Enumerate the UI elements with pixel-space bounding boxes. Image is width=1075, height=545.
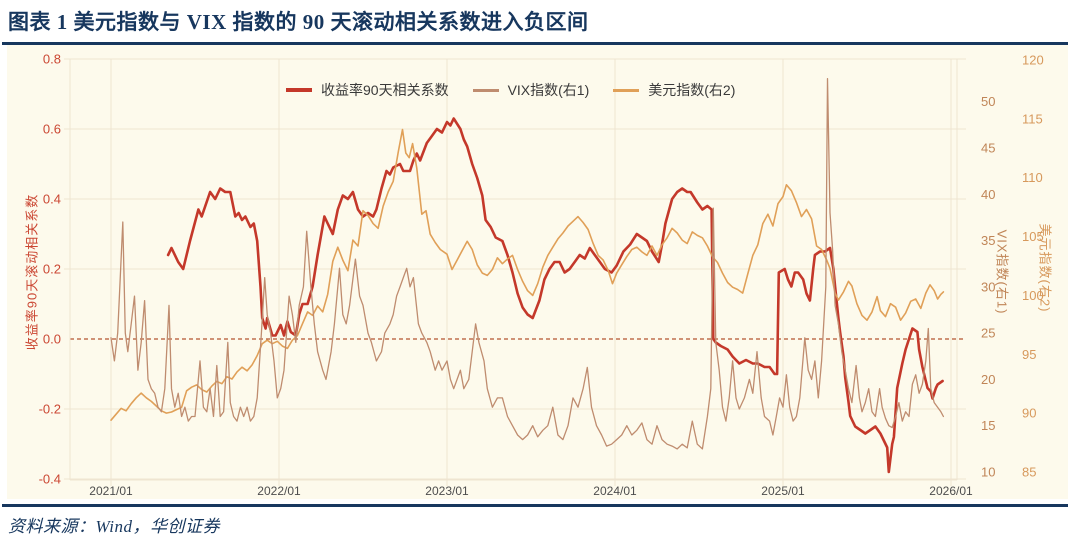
x-axis-tick-label: 2022/01 [257,484,301,498]
legend-item-usd: 美元指数(右2) [613,80,735,100]
chart-panel [7,45,1068,499]
left-axis-tick-label: -0.4 [39,472,61,487]
legend-label-usd: 美元指数(右2) [648,82,736,98]
vix-axis-tick-label: 40 [981,187,995,202]
vix-axis-tick-label: 45 [981,140,995,155]
vix-axis-tick-label: 35 [981,233,995,248]
x-axis-tick-label: 2023/01 [425,484,469,498]
usd-index-series-line [110,128,945,422]
left-axis-tick-label: 0.2 [43,262,61,277]
title-divider-rule [2,42,1068,45]
figure-title: 图表 1 美元指数与 VIX 指数的 90 天滚动相关系数进入负区间 [8,10,589,34]
legend-label-vix: VIX指数(右1) [507,82,590,98]
source-attribution: 资料来源：Wind，华创证券 [8,517,220,536]
chart-legend: 收益率90天相关系数 VIX指数(右1) 美元指数(右2) [286,80,735,100]
vix-axis-tick-label: 25 [981,326,995,341]
legend-item-correlation: 收益率90天相关系数 [286,80,449,100]
footer-divider-rule [2,504,1068,507]
vix-line-swatch-icon [472,88,499,92]
right-axis2-title: 美元指数(右2) [1037,223,1053,313]
left-axis-tick-label: 0.8 [43,52,61,67]
x-axis-tick-label: 2024/01 [593,484,637,498]
left-axis-tick-label: 0.0 [43,332,61,347]
usd-line-swatch-icon [613,88,640,92]
left-axis-tick-label: 0.6 [43,122,61,137]
right-axis1-title: VIX指数(右1) [994,229,1010,315]
vix-axis-tick-label: 20 [981,372,995,387]
vix-axis-tick-label: 30 [981,279,995,294]
left-axis-tick-label: 0.4 [43,192,61,207]
usd-axis-tick-label: 120 [1022,53,1044,68]
legend-item-vix: VIX指数(右1) [472,80,590,100]
vix-series-line [110,77,945,450]
x-axis-tick-label: 2026/01 [929,484,973,498]
legend-label-correlation: 收益率90天相关系数 [321,82,449,98]
usd-axis-tick-label: 110 [1022,170,1043,185]
left-axis-title: 收益率90天滚动相关系数 [24,193,40,351]
usd-axis-tick-label: 115 [1022,111,1043,126]
left-axis-tick-label: -0.2 [39,402,61,417]
usd-axis-tick-label: 105 [1022,229,1044,244]
x-axis-tick-label: 2021/01 [89,484,133,498]
vix-axis-tick-label: 10 [981,465,995,480]
usd-axis-tick-label: 100 [1022,288,1044,303]
usd-axis-tick-label: 90 [1022,406,1036,421]
x-axis-tick-label: 2025/01 [761,484,805,498]
usd-axis-tick-label: 95 [1022,347,1036,362]
vix-axis-tick-label: 50 [981,94,995,109]
correlation-line-swatch-icon [286,88,312,92]
vix-axis-tick-label: 15 [981,418,995,433]
usd-axis-tick-label: 85 [1022,465,1036,480]
